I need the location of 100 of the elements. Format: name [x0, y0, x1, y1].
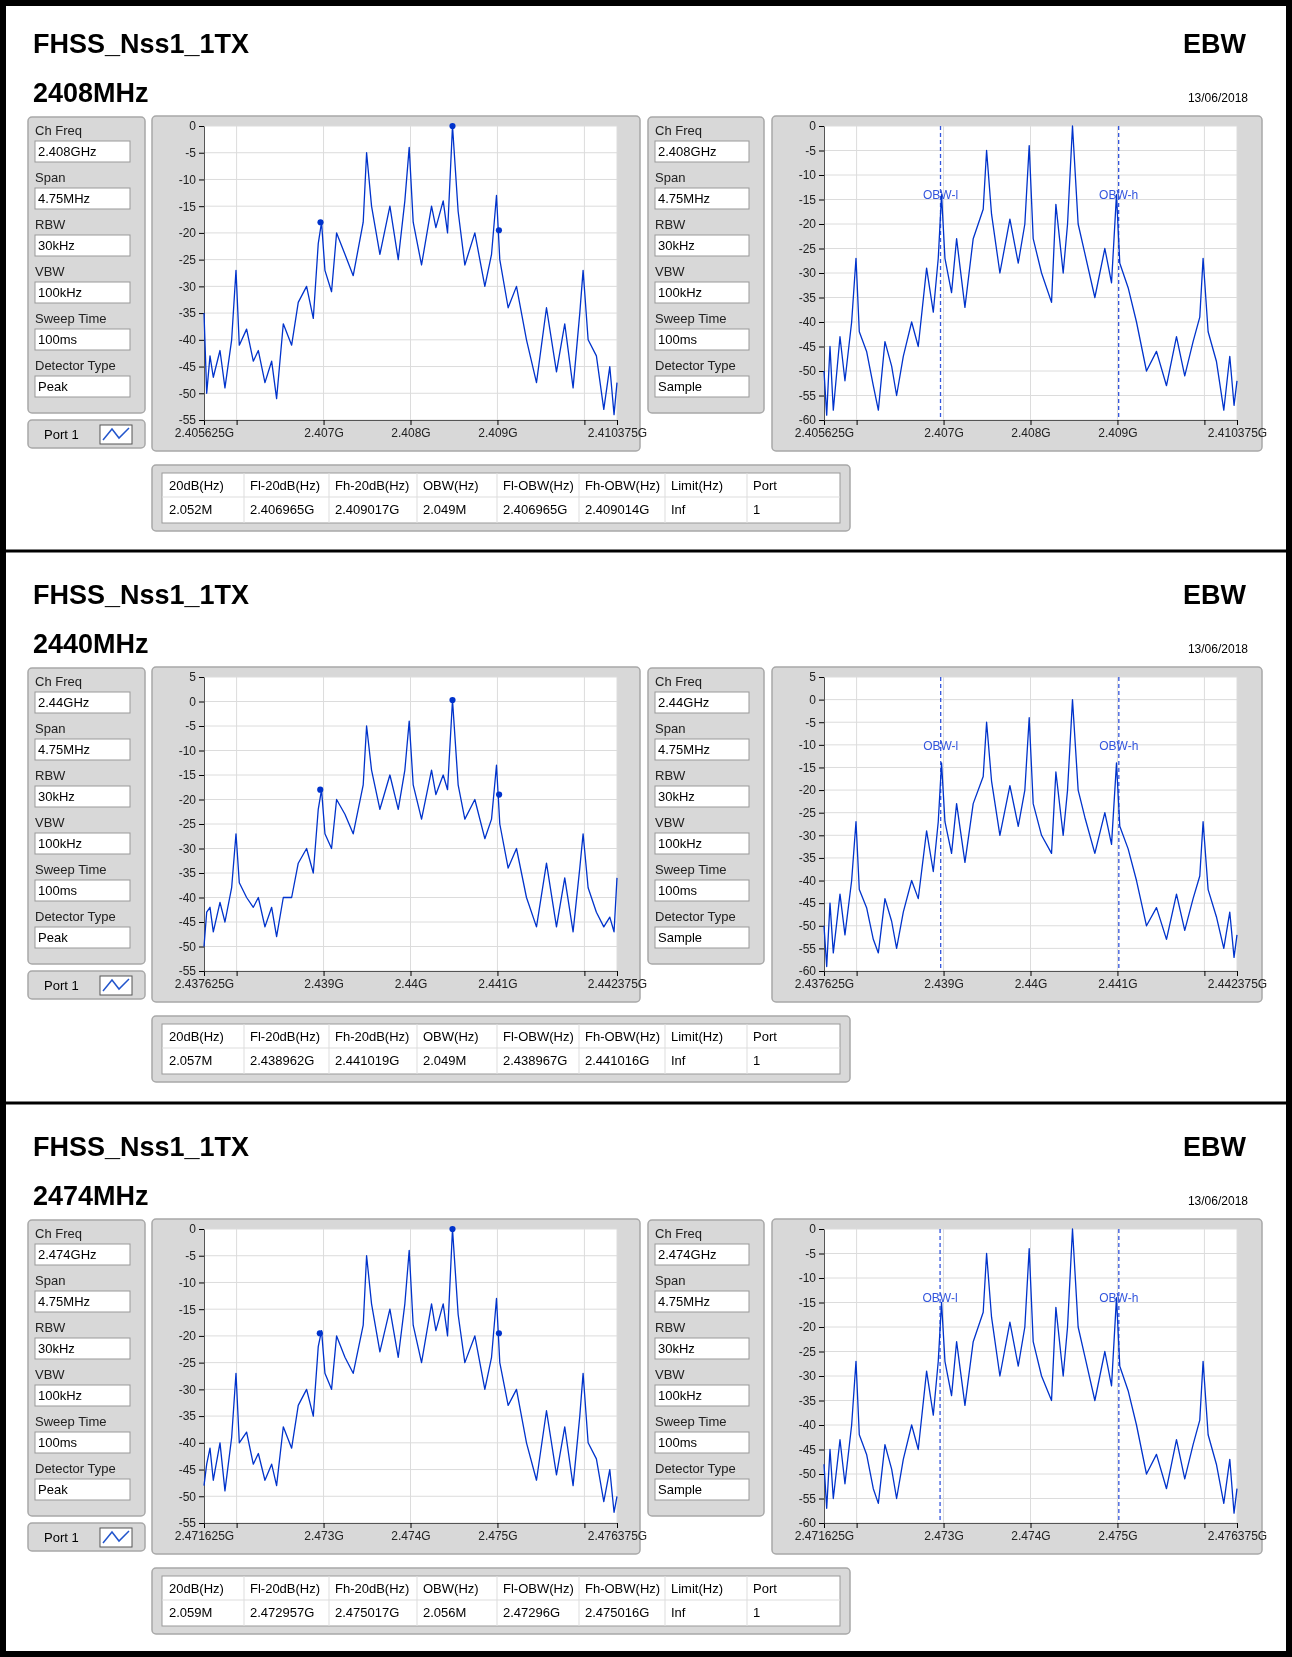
y-tick-label: -50 — [178, 386, 197, 401]
text: 30kHz — [38, 238, 75, 253]
x-tick-label: 2.471625G — [794, 1528, 855, 1543]
y-tick-label: -45 — [798, 339, 817, 354]
y-tick-label: -50 — [798, 919, 817, 934]
y-tick-label: -35 — [178, 1409, 197, 1424]
ref-line-label: OBW-l — [922, 1291, 958, 1305]
x-tick-label: 2.441G — [478, 976, 518, 991]
x-tick-label: 2.475G — [1098, 1528, 1138, 1543]
text: 2.438962G — [250, 1053, 315, 1068]
x-tick-label: 2.471625G — [174, 1528, 235, 1543]
y-tick-label: -35 — [178, 866, 197, 881]
y-tick-label: -25 — [798, 241, 817, 256]
x-tick-label: 2.409G — [1098, 425, 1138, 440]
y-tick-label: -40 — [178, 1436, 197, 1451]
x-tick-label: 2.410375G — [1207, 425, 1268, 440]
y-tick-label: -25 — [798, 1344, 817, 1359]
y-tick-label: -15 — [798, 192, 817, 207]
x-tick-label: 2.405625G — [174, 425, 235, 440]
text: Port 1 — [44, 978, 79, 993]
y-tick-label: -45 — [178, 915, 197, 930]
y-tick-label: -60 — [798, 964, 817, 979]
text: Fl-OBW(Hz) — [503, 1029, 574, 1044]
text: 4.75MHz — [38, 1294, 91, 1309]
y-tick-label: -55 — [798, 388, 817, 403]
text: Sweep Time — [655, 311, 727, 326]
x-tick-label: 2.407G — [924, 425, 964, 440]
text: EBW — [1183, 1132, 1247, 1162]
text: VBW — [35, 815, 66, 830]
y-tick-label: -60 — [798, 1516, 817, 1531]
text: Ch Freq — [655, 674, 702, 689]
text: 100kHz — [658, 1388, 703, 1403]
y-tick-label: -20 — [798, 1320, 817, 1335]
text: Fh-OBW(Hz) — [585, 1581, 661, 1596]
text: 2.408GHz — [658, 144, 717, 159]
text: 2.059M — [169, 1605, 213, 1620]
y-tick-label: -50 — [178, 939, 197, 954]
y-tick-label: -55 — [798, 941, 817, 956]
y-tick-label: -20 — [178, 1329, 197, 1344]
text: 4.75MHz — [658, 742, 711, 757]
x-tick-label: 2.405625G — [794, 425, 855, 440]
y-tick-label: -20 — [178, 226, 197, 241]
text: 100kHz — [658, 285, 703, 300]
text: RBW — [655, 1320, 687, 1335]
text: 2.049M — [423, 1053, 467, 1068]
point — [317, 786, 324, 793]
text: RBW — [35, 768, 67, 783]
text: Port 1 — [44, 1530, 79, 1545]
text: Inf — [671, 1053, 686, 1068]
y-tick-label: -25 — [798, 806, 817, 821]
text: 30kHz — [658, 238, 695, 253]
text: RBW — [655, 217, 687, 232]
y-tick-label: -20 — [178, 792, 197, 807]
text: 4.75MHz — [38, 191, 91, 206]
text: Fl-OBW(Hz) — [503, 1581, 574, 1596]
text: Fl-OBW(Hz) — [503, 478, 574, 493]
text: Fh-20dB(Hz) — [335, 478, 410, 493]
text: FHSS_Nss1_1TX — [33, 1132, 250, 1162]
ref-line-label: OBW-h — [1099, 739, 1139, 753]
y-tick-label: -40 — [798, 873, 817, 888]
y-tick-label: -5 — [185, 146, 197, 161]
y-tick-label: -40 — [798, 315, 817, 330]
text: 100ms — [658, 332, 698, 347]
y-tick-label: 0 — [809, 692, 817, 707]
text: 1 — [753, 1605, 761, 1620]
y-tick-label: -35 — [178, 306, 197, 321]
text: 2.475016G — [585, 1605, 650, 1620]
text: Limit(Hz) — [671, 1581, 723, 1596]
point — [495, 227, 503, 234]
x-tick-label: 2.441G — [1098, 976, 1138, 991]
ref-line-label: OBW-l — [923, 739, 959, 753]
y-tick-label: -50 — [798, 364, 817, 379]
y-tick-label: -25 — [178, 817, 197, 832]
text: Sweep Time — [35, 1414, 107, 1429]
y-tick-label: -5 — [805, 1246, 817, 1261]
point — [496, 791, 503, 798]
y-tick-label: -10 — [178, 1275, 197, 1290]
y-tick-label: -15 — [178, 199, 197, 214]
text: 30kHz — [658, 1341, 695, 1356]
text: 2.438967G — [503, 1053, 568, 1068]
text: Port 1 — [44, 427, 79, 442]
x-tick-label: 2.437625G — [174, 976, 235, 991]
y-tick-label: -5 — [185, 719, 197, 734]
text: Ch Freq — [35, 1226, 82, 1241]
y-tick-label: -45 — [178, 1462, 197, 1477]
x-tick-label: 2.473G — [924, 1528, 964, 1543]
y-tick-label: -5 — [805, 715, 817, 730]
text: Span — [655, 170, 686, 185]
y-tick-label: -35 — [798, 1393, 817, 1408]
ref-line-label: OBW-l — [922, 188, 959, 202]
y-tick-label: -30 — [178, 841, 197, 856]
text: RBW — [35, 1320, 67, 1335]
y-tick-label: -20 — [798, 783, 817, 798]
text: 2440MHz — [33, 629, 149, 659]
y-tick-label: 0 — [189, 1222, 197, 1237]
y-tick-label: -55 — [178, 1516, 197, 1531]
text: 100ms — [38, 883, 78, 898]
text: Fl-20dB(Hz) — [250, 1029, 321, 1044]
y-tick-label: 5 — [189, 670, 197, 685]
point — [317, 219, 324, 226]
